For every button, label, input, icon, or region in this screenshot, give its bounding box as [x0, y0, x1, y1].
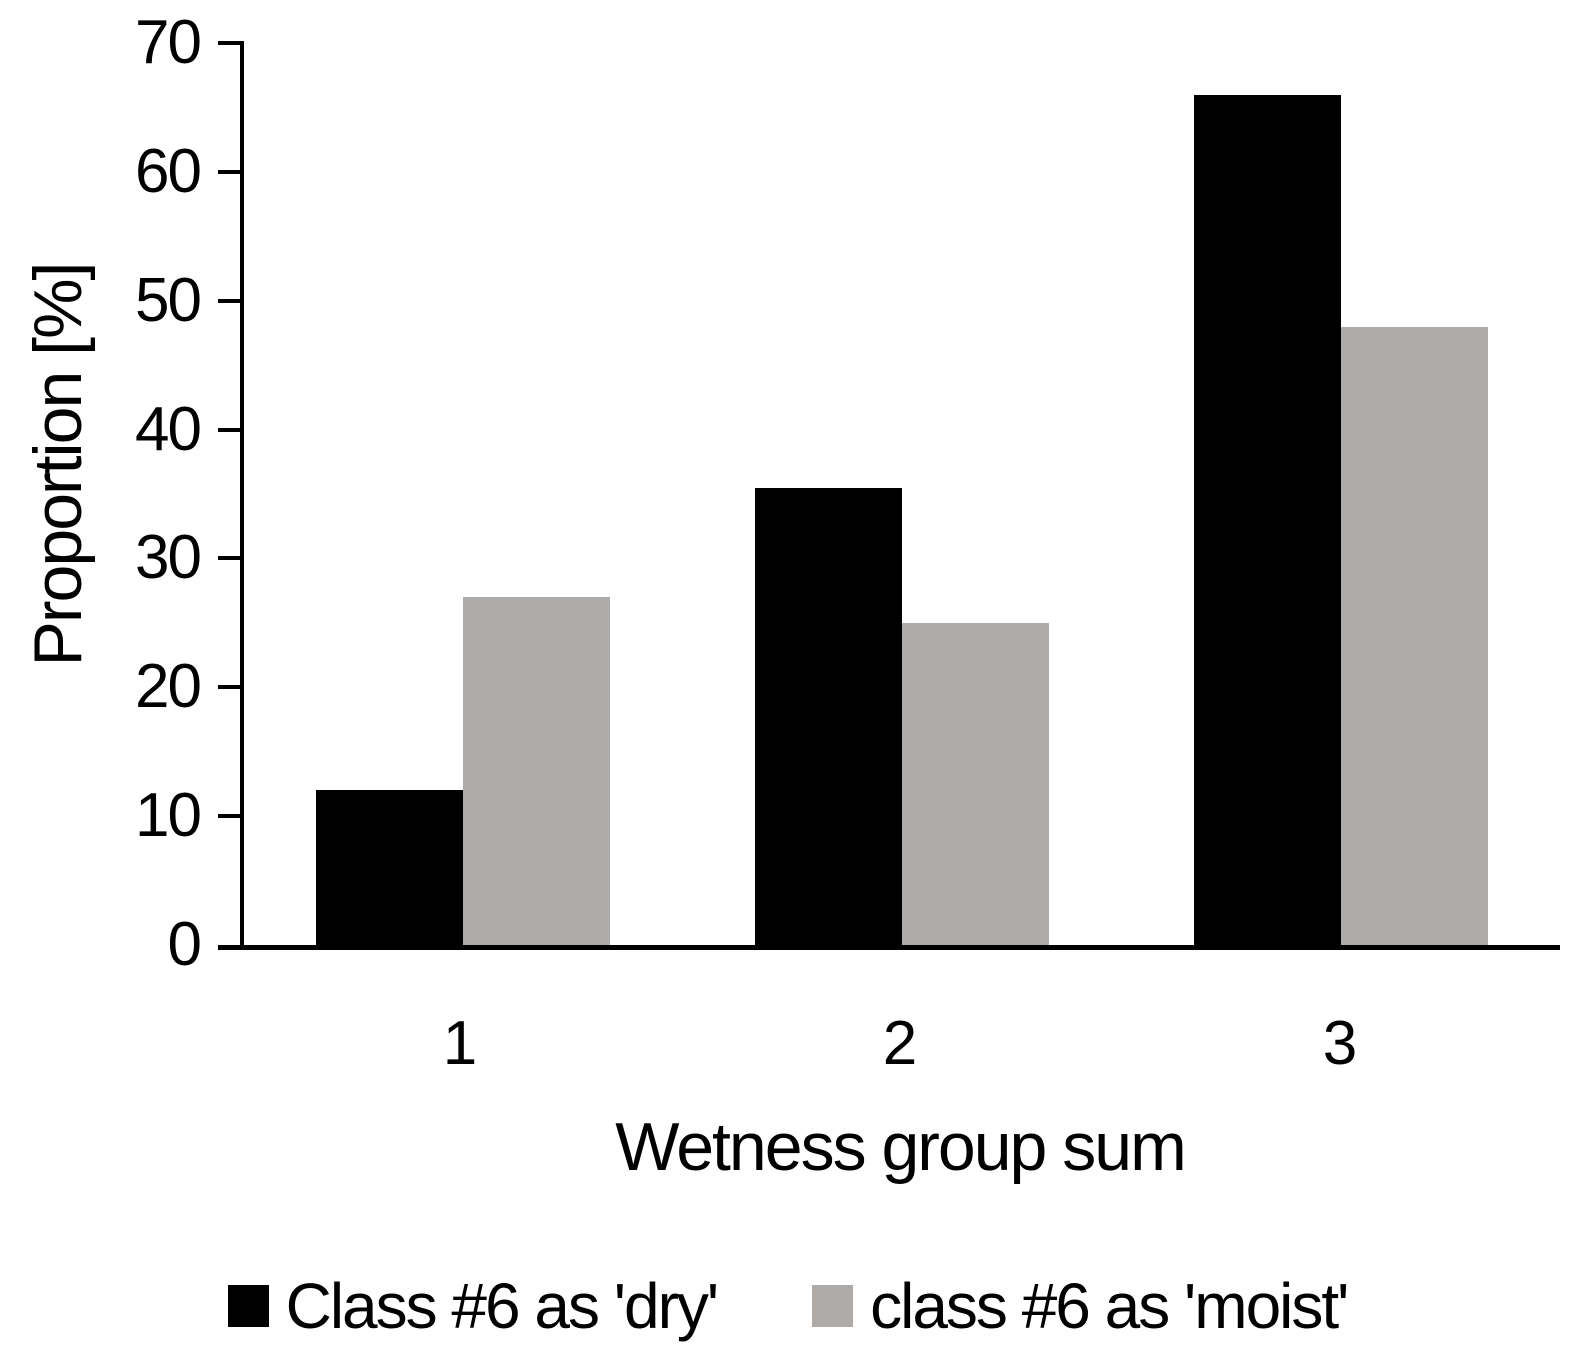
y-tick-mark [218, 427, 244, 432]
chart-legend: Class #6 as 'dry' class #6 as 'moist' [0, 1268, 1575, 1344]
bar [901, 622, 1049, 945]
y-tick-label: 70 [135, 8, 202, 77]
x-tick-label: 1 [442, 1009, 478, 1078]
bar [754, 487, 902, 945]
y-tick-label: 60 [135, 136, 202, 206]
bar [1340, 326, 1488, 945]
y-tick-mark [218, 41, 244, 45]
bar-group [1121, 43, 1560, 945]
y-tick-label: 50 [135, 265, 202, 335]
y-tick-mark [218, 298, 244, 303]
legend-item: class #6 as 'moist' [812, 1270, 1349, 1342]
bar [463, 597, 611, 945]
y-tick-mark [218, 169, 244, 174]
y-tick-label: 20 [135, 652, 202, 722]
y-tick-mark [218, 814, 244, 819]
bar [1193, 94, 1341, 945]
legend-label: Class #6 as 'dry' [285, 1270, 719, 1342]
legend-swatch [227, 1285, 269, 1327]
bar-group [683, 43, 1122, 945]
bar [316, 790, 464, 945]
legend-label: class #6 as 'moist' [870, 1270, 1349, 1342]
plot-area: 0 10 20 30 40 50 60 70 [135, 12, 1560, 976]
y-tick-mark [218, 685, 244, 690]
legend-item: Class #6 as 'dry' [227, 1270, 719, 1342]
y-axis-title: Proportion [%] [20, 263, 96, 667]
legend-swatch [812, 1285, 854, 1327]
x-tick-label: 2 [882, 1009, 918, 1078]
x-axis-title: Wetness group sum [615, 1109, 1186, 1185]
y-tick-label: 0 [167, 910, 203, 979]
bar-group [244, 43, 683, 945]
x-tick-label: 3 [1322, 1009, 1358, 1078]
y-tick-label: 30 [135, 523, 202, 593]
y-tick-label: 10 [135, 781, 202, 851]
y-tick-mark [218, 556, 244, 561]
y-tick-mark-zero [218, 945, 244, 950]
y-tick-label: 40 [135, 394, 202, 464]
